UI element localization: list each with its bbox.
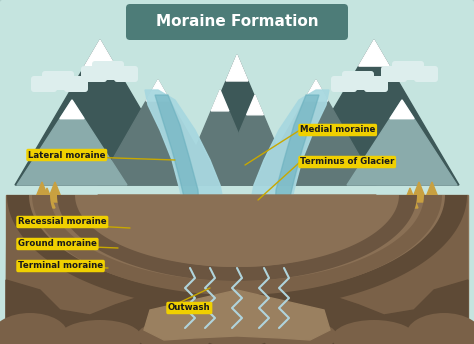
FancyBboxPatch shape	[31, 76, 57, 92]
Ellipse shape	[0, 313, 68, 344]
Polygon shape	[249, 90, 329, 240]
Text: Terminus of Glacier: Terminus of Glacier	[300, 158, 394, 166]
Polygon shape	[47, 182, 63, 202]
FancyBboxPatch shape	[342, 71, 374, 90]
Ellipse shape	[58, 320, 142, 344]
Text: Lateral moraine: Lateral moraine	[28, 151, 106, 160]
Text: Recessial moraine: Recessial moraine	[18, 217, 107, 226]
Polygon shape	[57, 195, 417, 281]
Text: Ground moraine: Ground moraine	[18, 239, 97, 248]
Polygon shape	[180, 90, 260, 185]
Polygon shape	[98, 80, 218, 185]
Polygon shape	[182, 55, 292, 185]
Polygon shape	[6, 195, 468, 344]
Polygon shape	[98, 195, 376, 255]
Polygon shape	[424, 182, 440, 202]
Polygon shape	[34, 182, 50, 202]
Polygon shape	[146, 80, 170, 101]
Ellipse shape	[332, 320, 416, 344]
Ellipse shape	[137, 320, 213, 344]
Ellipse shape	[261, 320, 337, 344]
Polygon shape	[274, 95, 319, 235]
Polygon shape	[217, 95, 293, 185]
FancyBboxPatch shape	[392, 61, 424, 80]
Polygon shape	[6, 280, 468, 344]
Polygon shape	[390, 100, 414, 119]
Polygon shape	[359, 40, 389, 66]
Text: Terminal moraine: Terminal moraine	[18, 261, 103, 270]
Polygon shape	[15, 40, 185, 185]
Polygon shape	[411, 182, 427, 202]
Ellipse shape	[202, 320, 272, 344]
Polygon shape	[60, 100, 84, 119]
Polygon shape	[246, 95, 264, 115]
Polygon shape	[226, 55, 248, 81]
Ellipse shape	[406, 313, 474, 344]
Polygon shape	[304, 80, 328, 101]
FancyBboxPatch shape	[364, 76, 388, 92]
FancyBboxPatch shape	[81, 66, 107, 82]
FancyBboxPatch shape	[42, 71, 74, 90]
FancyBboxPatch shape	[414, 66, 438, 82]
Text: Medial moraine: Medial moraine	[300, 126, 375, 135]
Polygon shape	[145, 90, 225, 240]
Text: Outwash: Outwash	[168, 303, 210, 312]
Polygon shape	[210, 210, 264, 254]
Polygon shape	[6, 195, 468, 344]
Polygon shape	[85, 40, 115, 66]
FancyBboxPatch shape	[381, 66, 407, 82]
Polygon shape	[144, 290, 330, 340]
Polygon shape	[155, 95, 200, 235]
FancyBboxPatch shape	[126, 4, 348, 40]
Polygon shape	[256, 80, 376, 185]
FancyBboxPatch shape	[92, 61, 124, 80]
FancyBboxPatch shape	[64, 76, 88, 92]
Polygon shape	[211, 90, 229, 111]
FancyBboxPatch shape	[331, 76, 357, 92]
Polygon shape	[32, 195, 442, 295]
Polygon shape	[347, 100, 457, 185]
Polygon shape	[402, 188, 418, 208]
Polygon shape	[39, 188, 55, 208]
Polygon shape	[17, 100, 127, 185]
Polygon shape	[289, 40, 459, 185]
Polygon shape	[7, 195, 467, 310]
FancyBboxPatch shape	[114, 66, 138, 82]
Text: Moraine Formation: Moraine Formation	[155, 14, 319, 30]
Polygon shape	[82, 195, 392, 267]
